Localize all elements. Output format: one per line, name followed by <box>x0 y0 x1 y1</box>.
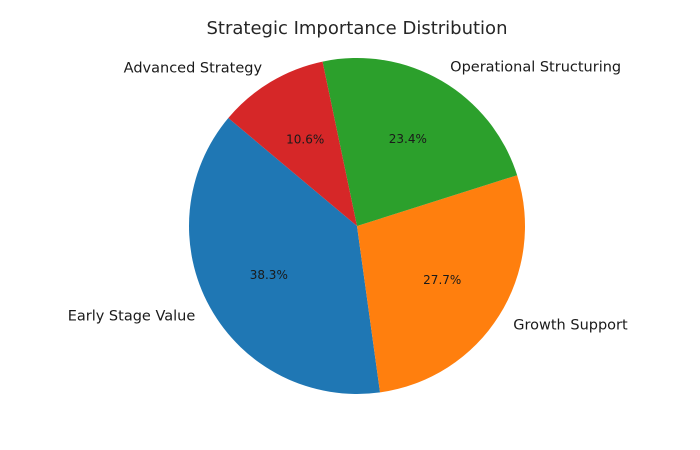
slice-label: Operational Structuring <box>450 59 621 75</box>
slice-percentage: 23.4% <box>389 132 427 146</box>
pie-slices <box>189 58 525 394</box>
pie-labels: Early Stage Value 38.3% Growth Support 27.7… <box>68 59 628 333</box>
slice-label: Growth Support <box>513 318 628 334</box>
pie-slice-operational-structuring <box>322 58 518 226</box>
slice-percentage: 27.7% <box>423 273 461 287</box>
slice-percentage: 10.6% <box>286 133 324 147</box>
slice-label: Early Stage Value <box>68 308 196 324</box>
pie-slice-advanced-strategy <box>228 61 357 226</box>
chart-title: Strategic Importance Distribution <box>207 18 508 39</box>
pie-slice-growth-support <box>357 175 525 393</box>
pie-slice-early-stage-value <box>189 118 381 394</box>
slice-label: Advanced Strategy <box>124 60 263 76</box>
slice-percentage: 38.3% <box>250 268 288 282</box>
